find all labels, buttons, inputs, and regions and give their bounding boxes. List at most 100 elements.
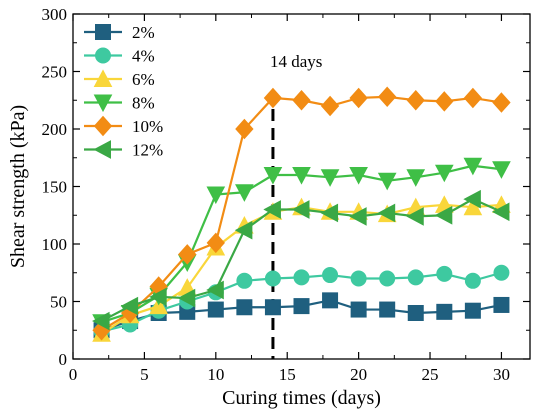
legend-item-10pct: 10%	[84, 115, 163, 137]
legend-item-6pct: 6%	[84, 69, 155, 89]
data-point-8pct	[235, 184, 254, 202]
data-point-8pct	[263, 167, 283, 185]
data-point-2pct	[436, 303, 453, 320]
data-point-8pct	[377, 172, 397, 191]
data-point-4pct	[322, 267, 339, 284]
data-point-2pct	[322, 292, 339, 309]
y-tick-label: 250	[42, 63, 68, 82]
data-point-4pct	[407, 269, 424, 286]
data-point-4pct	[236, 272, 253, 289]
data-point-12pct	[263, 200, 281, 219]
data-point-2pct	[407, 305, 424, 321]
x-tick-label: 5	[140, 365, 149, 384]
series-10pct	[92, 86, 511, 341]
data-point-8pct	[349, 167, 368, 185]
data-point-8pct	[206, 186, 226, 205]
legend-label: 12%	[132, 141, 163, 160]
data-point-12pct	[234, 220, 253, 240]
x-tick-label: 10	[207, 365, 224, 384]
data-point-12pct	[149, 287, 167, 307]
data-point-2pct	[207, 301, 224, 318]
data-point-8pct	[434, 164, 454, 183]
y-tick-label: 200	[42, 120, 68, 139]
data-point-12pct	[377, 203, 396, 223]
legend-label: 2%	[132, 23, 155, 42]
data-point-4pct	[436, 265, 453, 282]
annotation-label: 14 days	[270, 52, 322, 71]
data-point-12pct	[491, 202, 510, 222]
data-point-10pct	[178, 244, 197, 265]
data-point-6pct	[149, 296, 169, 315]
data-point-12pct	[434, 205, 453, 225]
data-point-12pct	[320, 203, 339, 223]
data-point-10pct	[263, 87, 283, 109]
y-tick-label: 50	[50, 293, 67, 312]
legend-item-8pct: 8%	[84, 94, 155, 113]
data-point-4pct	[293, 269, 310, 286]
data-point-12pct	[206, 280, 224, 300]
x-tick-label: 30	[493, 365, 510, 384]
data-point-10pct	[206, 232, 225, 254]
data-point-10pct	[406, 90, 425, 111]
y-tick-label: 150	[42, 178, 68, 197]
data-point-12pct	[177, 288, 196, 308]
data-point-4pct	[264, 270, 281, 287]
x-tick-label: 0	[69, 365, 78, 384]
data-point-2pct	[350, 301, 367, 318]
legend-label: 8%	[132, 94, 155, 113]
data-point-2pct	[493, 296, 510, 313]
y-tick-label: 300	[42, 5, 68, 24]
data-point-2pct	[464, 302, 481, 319]
legend-marker	[93, 69, 113, 87]
data-point-12pct	[120, 296, 139, 316]
data-point-6pct	[463, 197, 483, 216]
data-point-2pct	[379, 301, 396, 318]
x-axis-title: Curing times (days)	[222, 387, 381, 409]
data-point-8pct	[320, 169, 340, 187]
data-point-12pct	[349, 207, 367, 226]
data-point-4pct	[379, 270, 396, 287]
data-point-10pct	[292, 90, 311, 111]
data-point-12pct	[291, 200, 310, 219]
legend: 2% 4% 6% 8% 10% 12%	[84, 23, 163, 160]
data-point-10pct	[320, 95, 340, 117]
data-point-10pct	[235, 118, 254, 140]
legend-item-2pct: 2%	[84, 23, 155, 42]
x-tick-label: 25	[422, 365, 439, 384]
annotation-layer: 14 days	[270, 52, 322, 359]
data-point-2pct	[264, 299, 281, 316]
data-point-4pct	[493, 264, 510, 281]
series-12pct	[91, 189, 510, 331]
legend-marker	[93, 94, 113, 113]
x-tick-label: 20	[350, 365, 367, 384]
data-point-8pct	[292, 167, 311, 185]
legend-item-12pct: 12%	[84, 140, 163, 160]
x-tick-label: 15	[279, 365, 296, 384]
data-point-8pct	[406, 169, 426, 187]
legend-marker	[93, 140, 111, 159]
data-point-12pct	[91, 311, 110, 331]
legend-label: 6%	[132, 70, 155, 89]
data-point-12pct	[463, 189, 481, 209]
data-point-10pct	[492, 92, 511, 113]
legend-item-4pct: 4%	[84, 47, 155, 66]
data-point-2pct	[293, 298, 310, 315]
data-point-4pct	[464, 272, 481, 289]
legend-label: 4%	[132, 47, 155, 66]
data-point-10pct	[349, 87, 368, 109]
data-point-10pct	[463, 87, 483, 109]
data-point-10pct	[435, 91, 454, 112]
legend-marker	[95, 24, 111, 40]
data-point-12pct	[406, 207, 424, 226]
data-point-10pct	[378, 86, 397, 108]
data-point-4pct	[350, 270, 367, 287]
y-tick-label: 100	[42, 235, 68, 254]
y-tick-label: 0	[59, 350, 68, 369]
data-point-8pct	[463, 157, 483, 176]
data-point-2pct	[236, 299, 253, 316]
legend-label: 10%	[132, 117, 163, 136]
legend-marker	[95, 47, 111, 64]
